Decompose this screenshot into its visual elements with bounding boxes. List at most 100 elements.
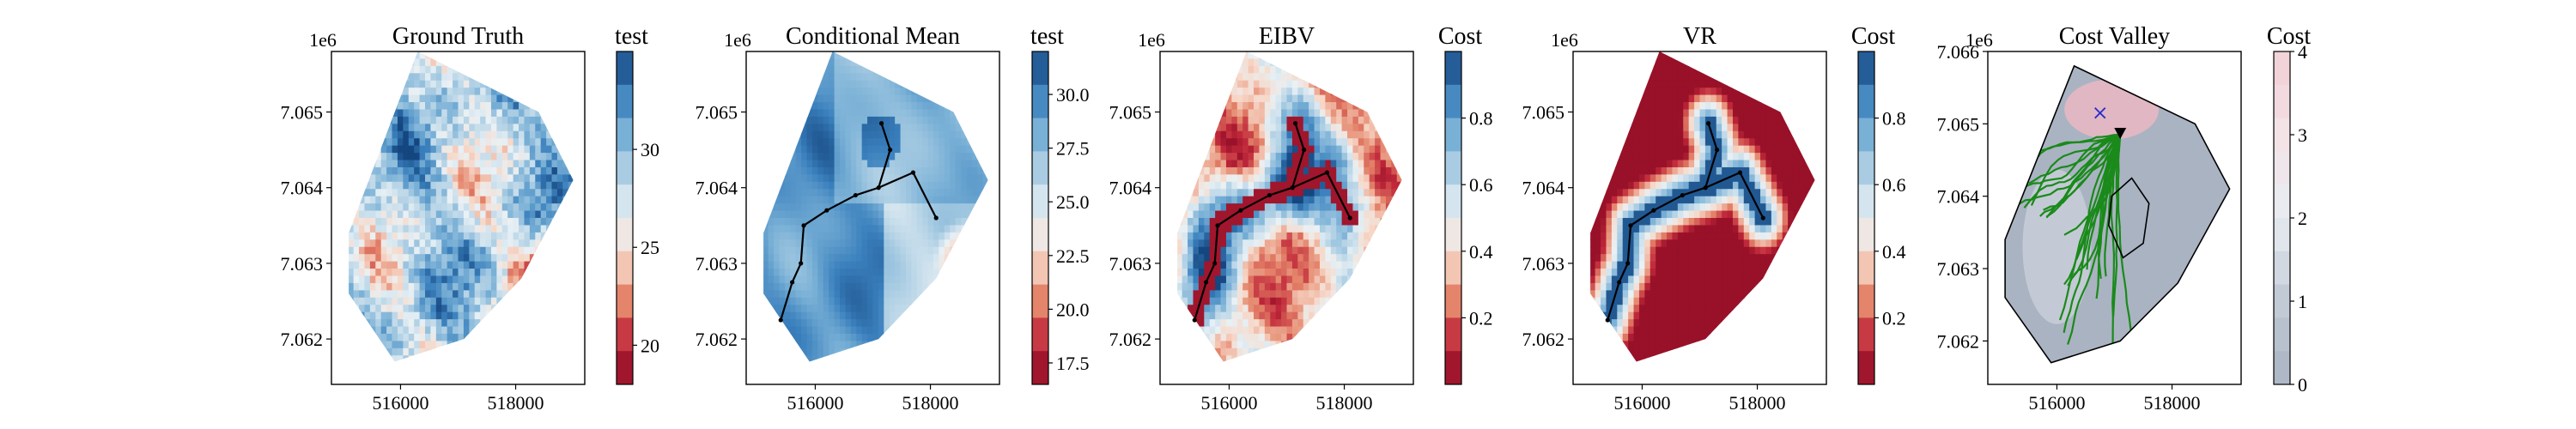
heatmap-cell [850, 181, 857, 190]
heatmap-cell [966, 189, 973, 197]
heatmap-cell [1220, 305, 1227, 313]
heatmap-cell [768, 290, 775, 299]
heatmap-cell [453, 311, 459, 320]
heatmap-cell [850, 275, 857, 284]
heatmap-cell [1188, 203, 1194, 212]
heatmap-cell [453, 130, 459, 139]
heatmap-cell [397, 305, 404, 313]
heatmap-cell [458, 290, 465, 299]
heatmap-cell [801, 189, 808, 197]
heatmap-cell [380, 203, 387, 212]
heatmap-cell [556, 196, 563, 204]
heatmap-cell [834, 210, 841, 219]
heatmap-cell [872, 225, 879, 233]
heatmap-cell [950, 160, 957, 168]
heatmap-cell [817, 80, 824, 88]
heatmap-cell [955, 130, 962, 139]
heatmap-cell [447, 210, 453, 219]
heatmap-cell [878, 145, 884, 154]
heatmap-cell [971, 153, 978, 161]
heatmap-cell [408, 341, 415, 349]
heatmap-cell [501, 196, 508, 204]
heatmap-cell [900, 305, 907, 313]
heatmap-cell [458, 297, 465, 305]
heatmap-cell [850, 58, 857, 67]
heatmap-cell [474, 319, 481, 328]
heatmap-cell [485, 239, 492, 248]
heatmap-cell [397, 130, 404, 139]
heatmap-cell [490, 189, 497, 197]
heatmap-cell [829, 174, 835, 183]
heatmap-cell [784, 269, 791, 277]
heatmap-cell [386, 232, 393, 240]
heatmap-cell [474, 239, 481, 248]
heatmap-cell [386, 275, 393, 284]
heatmap-cell [435, 210, 442, 219]
heatmap-cell [889, 124, 896, 132]
heatmap-cell [375, 174, 382, 183]
heatmap-cell [856, 189, 863, 197]
heatmap-cell [774, 225, 781, 233]
heatmap-cell [823, 290, 829, 299]
heatmap-cell [795, 305, 802, 313]
heatmap-cell [1209, 218, 1216, 227]
heatmap-cell [829, 153, 835, 161]
heatmap-cell [845, 311, 852, 320]
heatmap-cell [386, 166, 393, 175]
heatmap-cell [933, 232, 940, 240]
heatmap-cell [784, 225, 791, 233]
heatmap-cell [551, 189, 558, 197]
heatmap-cell [447, 290, 453, 299]
heatmap-cell [878, 94, 884, 103]
heatmap-cell [1231, 232, 1238, 240]
heatmap-cell [939, 203, 945, 212]
heatmap-cell [375, 196, 382, 204]
heatmap-cell [513, 174, 519, 183]
heatmap-cell [884, 239, 890, 248]
heatmap-cell [469, 80, 476, 88]
heatmap-cell [408, 218, 415, 227]
heatmap-cell [463, 261, 470, 269]
heatmap-cell [519, 261, 526, 269]
heatmap-cell [933, 196, 940, 204]
heatmap-cell [496, 196, 503, 204]
heatmap-cell [834, 218, 841, 227]
heatmap-cell [823, 210, 829, 219]
heatmap-cell [441, 326, 448, 335]
heatmap-cell [900, 225, 907, 233]
heatmap-cell [845, 341, 852, 349]
heatmap-cell [1193, 290, 1200, 299]
heatmap-cell [966, 174, 973, 183]
heatmap-cell [784, 232, 791, 240]
heatmap-cell [955, 225, 962, 233]
heatmap-cell [840, 311, 847, 320]
heatmap-cell [369, 232, 376, 240]
heatmap-cell [507, 109, 514, 118]
heatmap-cell [469, 218, 476, 227]
heatmap-cell [349, 290, 355, 299]
heatmap-cell [392, 297, 398, 305]
heatmap-cell [895, 210, 902, 219]
heatmap-cell [1209, 153, 1216, 161]
heatmap-cell [1204, 311, 1211, 320]
heatmap-cell [823, 239, 829, 248]
heatmap-cell [507, 254, 514, 263]
y-tick-label: 7.065 [696, 102, 738, 124]
heatmap-cell [950, 218, 957, 227]
heatmap-cell [392, 166, 398, 175]
heatmap-cell [469, 166, 476, 175]
heatmap-cell [507, 275, 514, 284]
heatmap-cell [916, 290, 923, 299]
heatmap-cell [447, 196, 453, 204]
heatmap-cell [867, 269, 874, 277]
heatmap-cell [501, 239, 508, 248]
heatmap-cell [447, 333, 453, 341]
heatmap-cell [458, 319, 465, 328]
heatmap-cell [950, 174, 957, 183]
heatmap-cell [507, 160, 514, 168]
heatmap-cell [414, 153, 421, 161]
heatmap-cell [485, 218, 492, 227]
heatmap-cell [1182, 261, 1188, 269]
heatmap-cell [562, 174, 569, 183]
heatmap-cell [524, 109, 531, 118]
